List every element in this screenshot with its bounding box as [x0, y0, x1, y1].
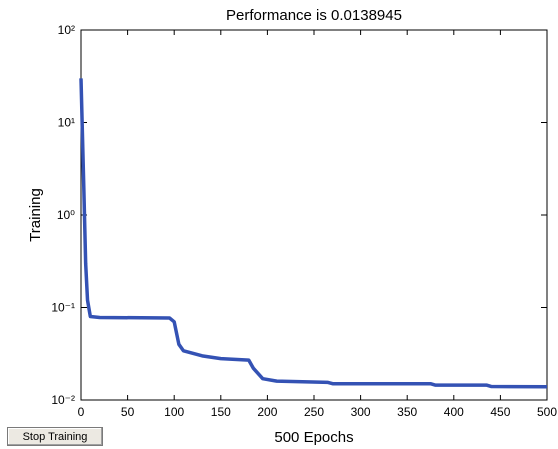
- x-axis-title: 500 Epochs: [274, 429, 353, 446]
- stop-training-button[interactable]: Stop Training: [7, 427, 103, 446]
- x-tick-label: 100: [164, 405, 184, 419]
- x-tick-label: 350: [397, 405, 417, 419]
- chart-title: Performance is 0.0138945: [226, 7, 402, 24]
- x-tick-label: 450: [490, 405, 510, 419]
- x-tick-label: 0: [78, 405, 85, 419]
- x-tick-label: 200: [257, 405, 277, 419]
- y-tick-label: 10⁻¹: [51, 301, 75, 315]
- x-tick-label: 300: [351, 405, 371, 419]
- training-line: [79, 78, 548, 389]
- x-tick-label: 400: [444, 405, 464, 419]
- x-tick-label: 500: [537, 405, 557, 419]
- y-tick-label: 10²: [58, 23, 75, 37]
- y-tick-label: 10¹: [58, 116, 75, 130]
- plot-frame: [80, 29, 548, 401]
- x-tick-label: 150: [211, 405, 231, 419]
- x-tick-label: 50: [121, 405, 135, 419]
- x-tick-label: 250: [304, 405, 324, 419]
- y-tick-label: 10⁻²: [51, 393, 75, 407]
- y-tick-label: 10⁰: [57, 208, 75, 222]
- y-axis-title: Training: [27, 188, 44, 242]
